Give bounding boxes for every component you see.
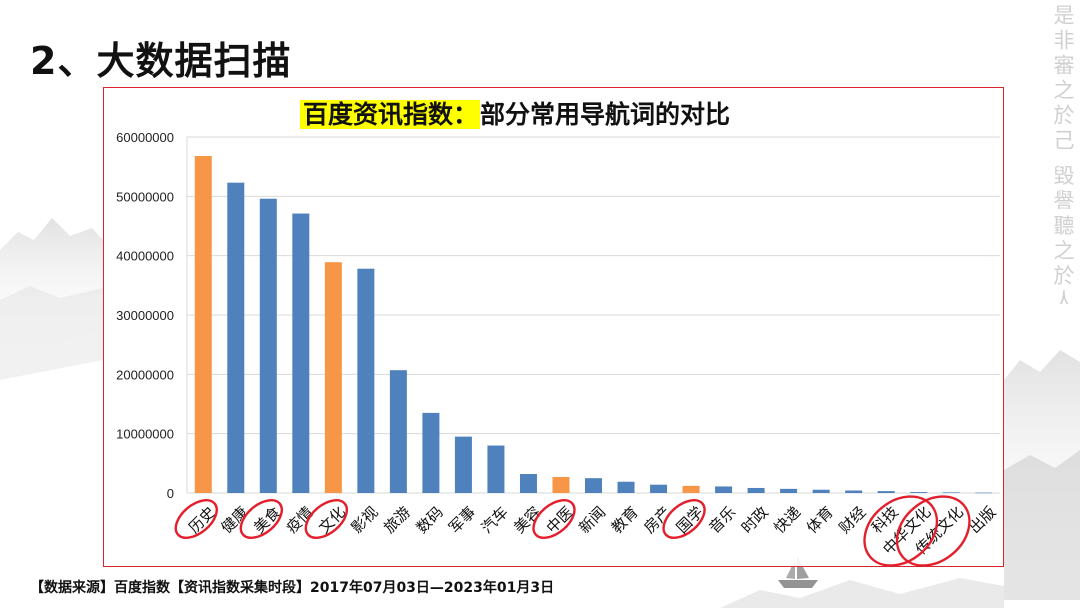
- bar-历史: [194, 155, 212, 493]
- mountain-left-low: [0, 286, 103, 380]
- bar-旅游: [389, 370, 407, 493]
- bar-出版: [975, 492, 993, 494]
- x-tick-label: 美容: [510, 503, 544, 537]
- chart-title-highlight: 百度资讯指数：: [300, 100, 481, 129]
- x-tick-label: 汽车: [478, 503, 512, 537]
- bar-中华文化: [910, 492, 928, 493]
- bar-音乐: [715, 486, 733, 493]
- bar-汽车: [487, 445, 505, 493]
- bar-国学: [682, 485, 700, 493]
- bar-财经: [845, 490, 863, 493]
- x-tick-label: 影视: [348, 503, 382, 537]
- bar-房产: [650, 484, 668, 493]
- circle-annotations: [174, 495, 971, 567]
- bar-时政: [747, 487, 765, 493]
- bar-快递: [780, 488, 798, 493]
- bar-美食: [259, 198, 277, 493]
- bar-传统文化: [942, 492, 960, 493]
- x-tick-label: 教育: [608, 503, 642, 537]
- y-tick-label: 0: [167, 486, 174, 501]
- circle-annotation-国学: [662, 499, 706, 539]
- circle-annotation-中华文化: [863, 495, 939, 567]
- y-tick-label: 40000000: [116, 249, 174, 264]
- x-tick-label: 音乐: [705, 503, 739, 537]
- bar-影视: [357, 268, 375, 493]
- x-tick-label: 房产: [640, 503, 674, 537]
- x-tick-label: 快递: [770, 503, 804, 537]
- x-tick-label: 旅游: [380, 503, 414, 537]
- grid-lines: [186, 136, 1000, 494]
- chart-title: 百度资讯指数：部分常用导航词的对比: [300, 96, 730, 134]
- x-tick-label: 军事: [445, 503, 479, 537]
- bar-新闻: [585, 478, 602, 493]
- bars: [194, 155, 993, 494]
- mountain-right-low: [1004, 450, 1080, 600]
- circle-annotation-传统文化: [895, 495, 971, 567]
- y-tick-label: 10000000: [116, 427, 174, 442]
- circle-annotation-历史: [174, 499, 218, 539]
- bar-数码: [422, 412, 440, 493]
- x-tick-label: 疫情: [283, 503, 317, 537]
- bar-军事: [454, 436, 472, 493]
- bar-科技: [877, 491, 895, 493]
- bar-体育: [812, 489, 830, 493]
- bar-文化: [324, 262, 342, 493]
- x-tick-label: 新闻: [575, 503, 609, 537]
- y-tick-label: 20000000: [116, 367, 174, 382]
- y-tick-label: 60000000: [116, 130, 174, 145]
- x-tick-label: 体育: [803, 503, 837, 537]
- data-source-footer: 【数据来源】百度指数【资讯指数采集时段】2017年07月03日—2023年01月…: [30, 580, 555, 596]
- bar-疫情: [292, 213, 310, 494]
- x-tick-label: 时政: [738, 503, 772, 537]
- slide-heading: 2、大数据扫描: [30, 39, 292, 83]
- mountain-right: [1004, 350, 1080, 600]
- circle-annotation-中医: [532, 499, 576, 539]
- mountain-left: [0, 218, 103, 360]
- y-tick-label: 30000000: [116, 308, 174, 323]
- bar-健康: [227, 182, 245, 494]
- y-axis-ticks: 0 10000000 20000000 30000000 40000000 5000000…: [116, 130, 174, 501]
- bar-中医: [552, 476, 570, 493]
- y-tick-label: 50000000: [116, 189, 174, 204]
- circle-annotation-美食: [239, 499, 283, 539]
- circle-annotation-文化: [304, 499, 349, 539]
- x-tick-label: 健康: [218, 503, 252, 537]
- bar-美容: [519, 474, 537, 493]
- hill-bottom-right: [720, 578, 1004, 608]
- x-tick-label: 数码: [413, 503, 447, 537]
- chart-title-rest: 部分常用导航词的对比: [480, 100, 731, 129]
- calligraphy-watermark: 是非審之於己 毀譽聽之於人 得失安之於數 陟嶽麓峰頭 朗月清風 親恩何日報 立聖…: [720, 4, 1080, 304]
- x-tick-label: 财经: [835, 503, 869, 537]
- bar-教育: [617, 481, 635, 493]
